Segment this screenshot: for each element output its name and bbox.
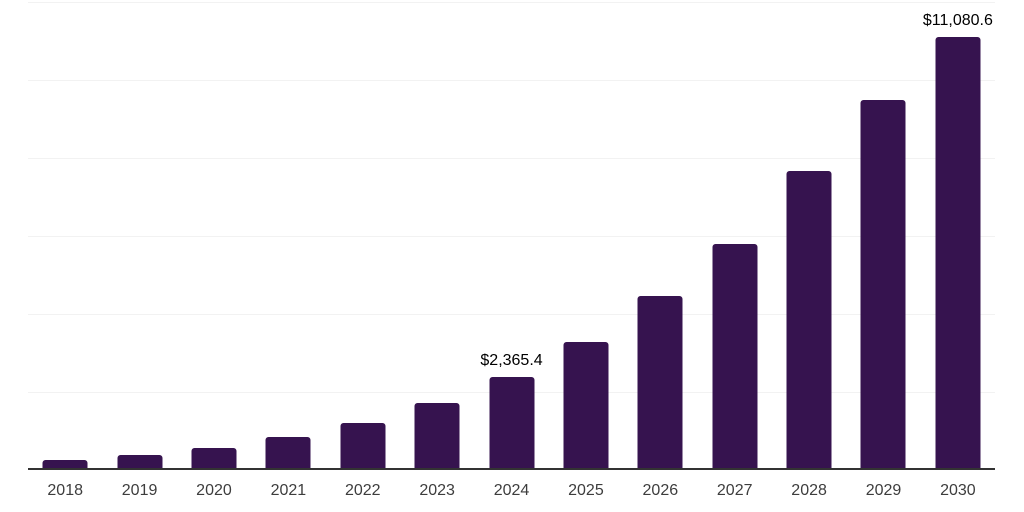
x-tick-2029: 2029: [865, 482, 902, 499]
gridline-6000: [28, 236, 995, 237]
band-2025: [549, 0, 623, 470]
bar-2028[interactable]: [786, 171, 832, 469]
bar-2023[interactable]: [414, 403, 460, 469]
x-axis-tick-labels: 2018 2019 2020 2021 2022 2023 2024 2025 2026 2027…: [28, 481, 995, 501]
x-tick-2020: 2020: [196, 482, 232, 499]
band-2018: [28, 0, 102, 470]
bar-2029[interactable]: [860, 100, 906, 469]
x-tick-2027: 2027: [716, 482, 753, 499]
bar-2019[interactable]: [117, 455, 163, 469]
bar-series: $2,365.4 $11,080.6: [28, 0, 995, 470]
band-2019: [102, 0, 176, 470]
x-tick-2022: 2022: [344, 482, 381, 499]
band-2024: $2,365.4: [474, 0, 548, 470]
band-2026: [623, 0, 697, 470]
bar-2027[interactable]: [712, 243, 758, 469]
x-tick-2024: 2024: [493, 482, 530, 499]
band-2029: [846, 0, 920, 470]
bar-2025[interactable]: [563, 341, 609, 469]
x-tick-2019: 2019: [121, 482, 158, 499]
bar-2018[interactable]: [42, 459, 88, 469]
x-tick-2023: 2023: [419, 482, 455, 499]
x-tick-2026: 2026: [642, 482, 679, 499]
bar-value-label-2024: $2,365.4: [480, 351, 543, 369]
x-tick-2021: 2021: [270, 482, 307, 499]
band-2022: [326, 0, 400, 470]
gridline-4000: [28, 314, 995, 315]
band-2021: [251, 0, 325, 470]
bar-value-label-2030: $11,080.6: [922, 11, 993, 29]
bar-2030[interactable]: [935, 36, 981, 469]
x-tick-2025: 2025: [568, 482, 604, 499]
bar-2024[interactable]: [489, 376, 535, 469]
gridline-10000: [28, 80, 995, 81]
bar-2021[interactable]: [265, 437, 311, 469]
bar-2026[interactable]: [637, 295, 683, 469]
x-tick-2028: 2028: [791, 482, 827, 499]
gridline-8000: [28, 158, 995, 159]
band-2023: [400, 0, 474, 470]
x-axis-line: [28, 468, 995, 470]
x-tick-2018: 2018: [47, 482, 83, 499]
plot-area: $2,365.4 $11,080.6: [28, 0, 995, 470]
x-tick-2030: 2030: [940, 482, 976, 499]
band-2028: [772, 0, 846, 470]
band-2027: [698, 0, 772, 470]
bar-2020[interactable]: [191, 448, 237, 469]
band-2030: $11,080.6: [921, 0, 995, 470]
band-2020: [177, 0, 251, 470]
bar-2022[interactable]: [340, 422, 386, 469]
gridline-12000: [28, 2, 995, 3]
